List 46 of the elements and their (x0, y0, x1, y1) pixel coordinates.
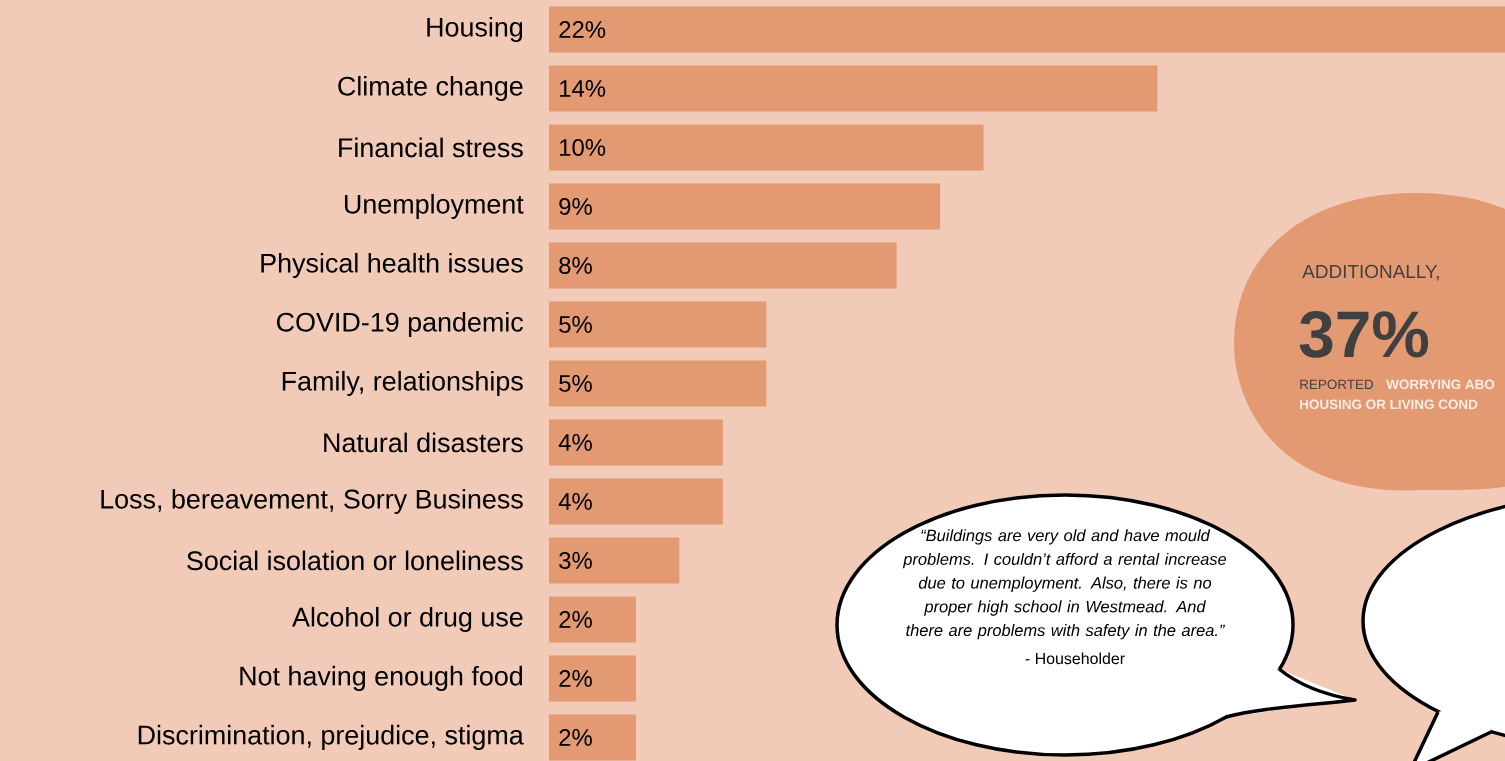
bar (549, 242, 897, 289)
bar (549, 301, 767, 348)
y-tick-label: Discrimination, prejudice, stigma (138, 724, 524, 750)
y-tick-label: Climate change (338, 75, 523, 102)
annotation: WORRYING ABO (1386, 379, 1495, 390)
data-label: 5% (559, 316, 592, 333)
y-tick-label: Natural disasters (324, 432, 523, 453)
annotation: ADDITIONALLY, (1302, 264, 1439, 281)
bar (549, 360, 767, 407)
data-label: 9% (559, 198, 592, 215)
y-tick-label: Physical health issues (261, 252, 523, 278)
bar (549, 478, 723, 525)
data-label: 14% (560, 80, 606, 97)
data-label: 10% (560, 139, 606, 156)
annotation: HOUSING OR LIVING COND (1300, 399, 1478, 410)
data-label: 4% (558, 434, 592, 451)
y-tick-label: Alcohol or drug use (292, 606, 523, 632)
annotation: - Householder (1025, 652, 1125, 665)
y-tick-label: Unemployment (344, 193, 524, 219)
annotation: REPORTED (1300, 379, 1374, 390)
y-tick-label: Social isolation or loneliness (187, 550, 523, 571)
data-label: 2% (559, 611, 592, 628)
bar (549, 6, 1505, 53)
bar (549, 596, 636, 643)
data-label: 2% (559, 670, 592, 687)
y-tick-label: Financial stress (339, 137, 523, 158)
bar (549, 537, 680, 584)
annotation: “Buildings are very old and have mould problems. I couldn’t afford a rental increase due to unemployment. Also, there is no proper high school in Westmead. And there are problems with safety in the area.” (902, 529, 1227, 640)
bar (549, 124, 984, 171)
bar (549, 183, 941, 230)
bar (549, 419, 723, 466)
data-label: 5% (559, 375, 592, 392)
data-label: 8% (559, 257, 592, 274)
data-label: 2% (559, 729, 592, 746)
bar (549, 655, 636, 702)
bar (549, 65, 1158, 112)
y-tick-label: Loss, bereavement, Sorry Business (101, 488, 523, 514)
data-label: 22% (559, 21, 606, 38)
data-label: 4% (558, 493, 592, 510)
bar (549, 714, 636, 761)
y-tick-label: Family, relationships (282, 370, 523, 396)
y-tick-label: Not having enough food (240, 665, 523, 691)
y-tick-label: Housing (427, 16, 523, 43)
annotation: 37% (1299, 311, 1429, 358)
y-tick-label: COVID-19 pandemic (276, 311, 524, 337)
data-label: 3% (559, 551, 592, 569)
